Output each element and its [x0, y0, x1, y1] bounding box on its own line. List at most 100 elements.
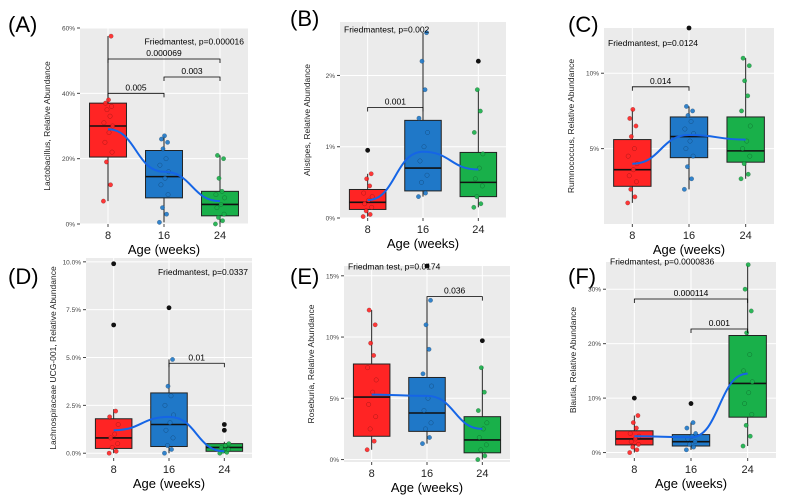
- data-point: [683, 103, 689, 109]
- box-body: [728, 335, 767, 418]
- data-point: [428, 297, 433, 303]
- data-point: [477, 108, 483, 114]
- data-point: [158, 182, 164, 188]
- data-point: [225, 446, 231, 452]
- data-point: [364, 447, 370, 453]
- data-point: [159, 136, 164, 142]
- y-tick-label-d: 7.5%: [66, 307, 81, 314]
- box-body: [352, 363, 391, 437]
- x-tick-label-d: 16: [163, 464, 175, 476]
- data-point: [693, 431, 699, 436]
- data-point: [162, 402, 168, 408]
- data-point: [371, 352, 377, 358]
- data-point: [215, 152, 220, 158]
- data-point: [419, 58, 425, 64]
- data-point: [417, 158, 423, 164]
- data-point: [218, 445, 224, 450]
- data-point: [627, 431, 633, 436]
- y-tick-label-e: 15%: [326, 273, 339, 280]
- data-point: [366, 401, 372, 407]
- chart-panel-c: (C) 5% 10% 8 16 24 Age (weeks) Rumnococcus, Rel…: [566, 12, 774, 257]
- data-point: [372, 322, 378, 328]
- y-axis-label-a: Lactobacillus, Relative Abundance: [42, 61, 52, 191]
- box-body: [459, 151, 498, 198]
- data-point: [628, 186, 634, 192]
- data-point: [741, 368, 746, 374]
- data-point: [108, 33, 114, 39]
- data-point: [689, 176, 695, 182]
- data-point: [226, 441, 232, 447]
- data-point: [635, 413, 641, 418]
- data-point: [420, 371, 426, 377]
- data-point: [162, 450, 167, 456]
- p-value-label-b: 0.001: [385, 97, 407, 107]
- y-tick-label-d: 5.0%: [66, 355, 81, 362]
- x-axis-label-b: Age (weeks): [387, 236, 459, 251]
- trend-line-b: [367, 150, 479, 202]
- data-point: [630, 420, 636, 426]
- y-tick-label-f: 20%: [588, 341, 601, 348]
- data-point: [115, 441, 121, 447]
- x-tick-label-c: 16: [683, 230, 695, 242]
- y-tick-label-a: 0%: [66, 222, 76, 229]
- data-point: [156, 219, 162, 225]
- data-point: [361, 190, 367, 196]
- data-point: [747, 433, 753, 439]
- outlier-point: [631, 395, 637, 401]
- data-point: [369, 204, 375, 210]
- data-point: [362, 201, 368, 207]
- panel-label-d: (D): [8, 264, 39, 289]
- outlier-point: [475, 58, 481, 64]
- y-axis-label-c: Rumnococcus, Relative Abundance: [566, 59, 576, 193]
- data-point: [170, 356, 175, 362]
- y-tick-label-d: 10.0%: [63, 259, 82, 266]
- x-tick-label-e: 24: [476, 468, 488, 480]
- x-tick-label-b: 8: [365, 224, 371, 236]
- data-point: [429, 383, 434, 389]
- data-point: [216, 215, 221, 220]
- data-point: [108, 435, 114, 441]
- data-point: [683, 146, 689, 152]
- data-point: [214, 205, 220, 211]
- data-point: [741, 161, 747, 167]
- data-point: [106, 97, 111, 103]
- outlier-point: [688, 401, 694, 406]
- data-point: [683, 447, 689, 453]
- data-point: [628, 134, 634, 140]
- data-point: [478, 201, 484, 207]
- data-point: [104, 107, 110, 113]
- data-point: [744, 330, 750, 336]
- data-point: [628, 439, 634, 445]
- y-tick-label-a: 40%: [62, 91, 75, 98]
- data-point: [421, 408, 427, 413]
- data-point: [739, 108, 744, 114]
- x-axis-label-c: Age (weeks): [653, 242, 725, 257]
- data-point: [428, 420, 434, 426]
- chart-panel-e: (E) 0% 5% 10% 15% 8 16 24 Age (weeks) Roseburia, …: [290, 262, 510, 495]
- data-point: [687, 441, 692, 447]
- data-point: [112, 431, 118, 437]
- y-axis-label-d: Lachnospiraceae UCG-001, Relative Abunda…: [48, 266, 58, 450]
- friedman-test-label-e: Friedman test, p=0.0174: [348, 262, 441, 272]
- data-point: [169, 446, 174, 452]
- box-b-24: [459, 58, 498, 210]
- panel-label-c: (C): [568, 12, 599, 37]
- outlier-point: [166, 305, 172, 311]
- data-point: [360, 214, 366, 220]
- y-tick-label-f: 0%: [592, 450, 602, 457]
- data-point: [220, 218, 225, 224]
- data-point: [423, 426, 428, 432]
- box-e-8: [352, 307, 391, 453]
- data-point: [104, 159, 109, 165]
- box-e-16: [408, 263, 446, 447]
- data-point: [160, 205, 165, 211]
- data-point: [364, 176, 370, 182]
- data-point: [423, 190, 428, 196]
- data-point: [633, 425, 639, 431]
- data-point: [103, 100, 108, 106]
- data-point: [749, 379, 755, 385]
- data-point: [100, 198, 106, 204]
- friedman-test-label-f: Friedmantest, p=0.0000836: [610, 257, 714, 267]
- data-point: [475, 457, 481, 462]
